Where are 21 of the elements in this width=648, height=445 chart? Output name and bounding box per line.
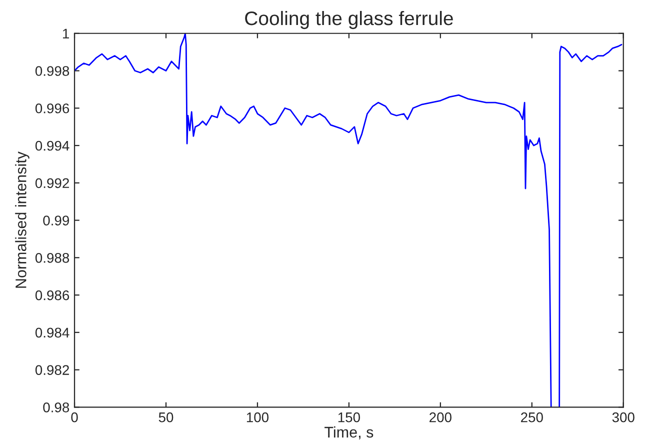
x-tick-label: 100	[246, 412, 269, 422]
y-tick-label: 0.982	[35, 365, 69, 375]
y-tick-label: 0.988	[35, 252, 70, 263]
x-tick-label: 50	[158, 412, 174, 422]
y-axis-title: Normalised intensity	[15, 152, 30, 288]
y-tick-label: 0.98	[43, 402, 70, 412]
x-tick-label: 250	[521, 412, 543, 422]
y-tick-label: 0.984	[35, 328, 70, 338]
y-tick-label: 0.996	[35, 103, 70, 114]
chart-title: Cooling the glass ferrule	[245, 10, 453, 30]
y-tick-label: 0.994	[35, 140, 70, 151]
x-axis-title: Time, s	[324, 426, 374, 440]
y-tick-label: 0.986	[35, 290, 70, 300]
x-tick-label: 300	[612, 412, 634, 422]
y-tick-label: 0.992	[35, 178, 69, 188]
y-tick-label: 1	[62, 28, 69, 38]
y-tick-label: 0.998	[35, 66, 70, 76]
x-tick-label: 0	[71, 412, 78, 422]
x-tick-label: 150	[338, 412, 360, 422]
y-tick-label: 0.99	[43, 216, 70, 226]
x-tick-label: 200	[430, 412, 452, 422]
